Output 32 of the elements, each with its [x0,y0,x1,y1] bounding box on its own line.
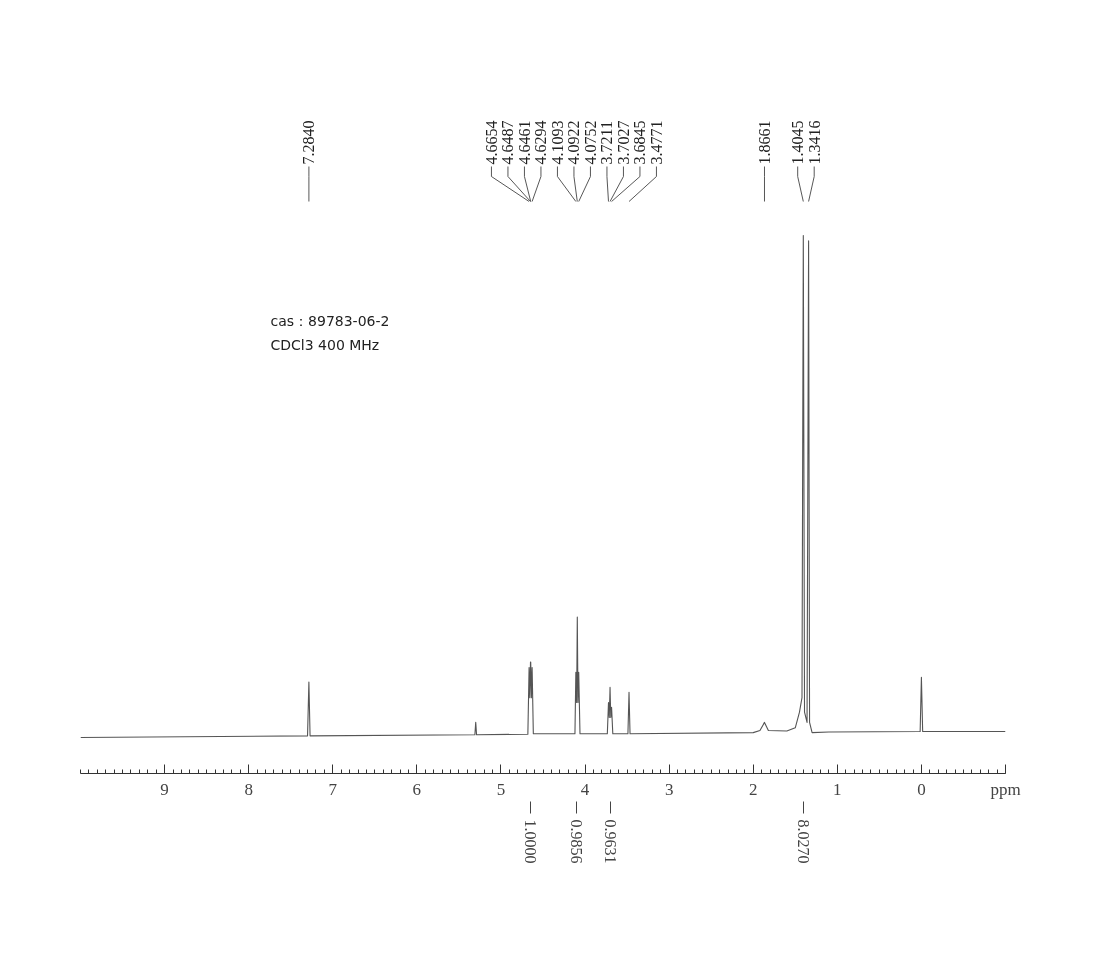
annotation: CDCl3 400 MHz [270,336,380,353]
annotation: cas：89783-06-2 [270,312,390,329]
annotation: 1.8661 [755,120,773,165]
x-tick-label: 1 [833,779,842,799]
annotation: 7.2840 [300,120,318,165]
x-tick-label: 4 [580,779,590,799]
x-tick-label: 2 [748,779,758,799]
annotation: 8.0270 [795,819,813,864]
x-tick-label: 9 [160,779,169,799]
x-tick-label: 3 [664,779,674,799]
annotation: 0.9631 [601,819,619,864]
x-axis-title: ppm [990,779,1021,799]
x-tick-label: 5 [496,779,506,799]
x-tick-label: 0 [917,779,926,799]
annotation: 4.6654 [482,120,500,165]
annotation: 1.4045 [789,120,807,165]
annotation: 4.6461 [515,120,533,165]
annotation: 4.0752 [581,120,599,165]
annotation: 3.7211 [598,121,616,165]
x-tick-label: 7 [328,779,338,799]
annotation: 4.1093 [548,120,566,165]
annotation: 3.7027 [614,120,632,165]
x-tick-label: 6 [412,779,422,799]
annotation: 3.4771 [647,120,665,165]
annotation: 4.6294 [532,120,550,165]
annotation: 1.0000 [521,819,539,864]
annotation: 4.6487 [499,120,517,165]
annotation: 1.3416 [805,120,823,165]
annotation: 0.9856 [568,819,586,864]
x-tick-label: 8 [244,779,253,799]
annotation: 3.6845 [631,120,649,165]
annotation: 4.0922 [565,120,583,165]
